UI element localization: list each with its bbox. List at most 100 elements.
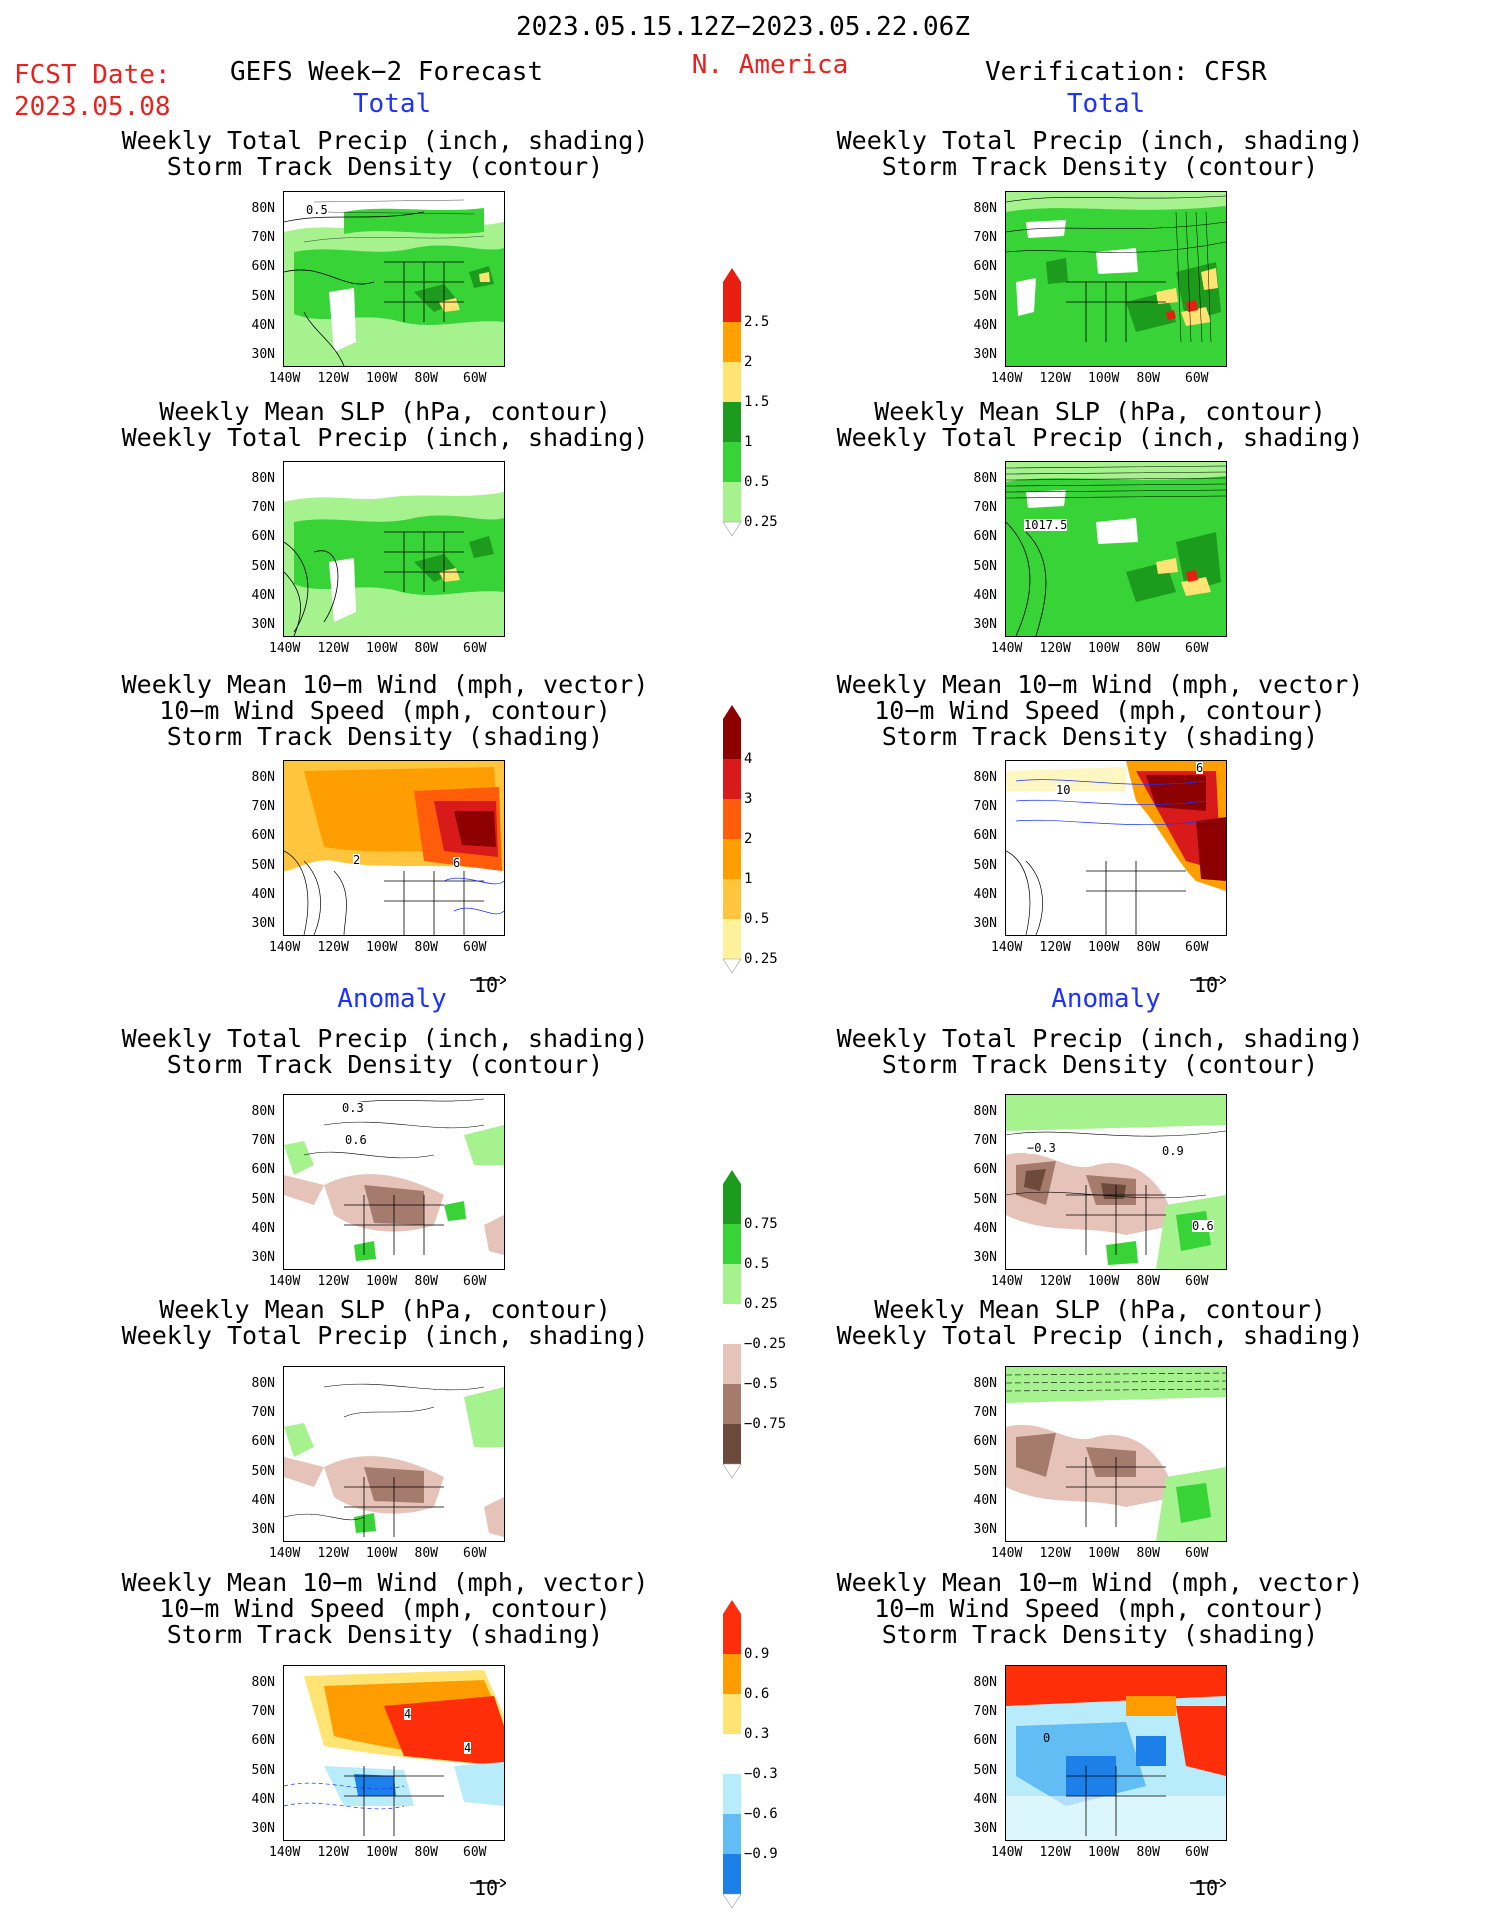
lon-tick-label: 140W	[991, 371, 1023, 386]
lat-tick-label: 70N	[251, 799, 275, 815]
colorbar-swatches	[722, 1170, 742, 1479]
colorbar-label: 2	[744, 354, 753, 370]
contour-label: 6	[1196, 761, 1204, 775]
lon-tick-label: 140W	[991, 940, 1023, 955]
contour-label: 4	[464, 1741, 472, 1755]
lon-tick-label: 60W	[1185, 371, 1209, 386]
colorbar-swatch	[723, 1384, 741, 1424]
lat-tick-label: 60N	[251, 1162, 275, 1178]
lat-tick-label: 60N	[251, 259, 275, 275]
colorbar-swatch	[723, 362, 741, 402]
lon-tick-label: 140W	[991, 1546, 1023, 1561]
lat-tick-label: 60N	[973, 1733, 997, 1749]
colorbar-label: −0.25	[744, 1336, 787, 1352]
lat-tick-label: 50N	[251, 1463, 275, 1479]
colorbar-swatch	[723, 919, 741, 959]
lon-tick-label: 140W	[269, 940, 301, 955]
lat-tick-label: 80N	[251, 1376, 275, 1391]
lat-tick-label: 60N	[973, 1162, 997, 1178]
lat-tick-label: 80N	[973, 201, 997, 216]
lat-tick-label: 30N	[251, 347, 275, 362]
colorbar-label: 1.5	[744, 394, 770, 410]
colorbar-swatch	[723, 1694, 741, 1734]
period-title: 2023.05.15.12Z−2023.05.22.06Z	[516, 12, 970, 42]
lat-tick-label: 40N	[973, 886, 997, 902]
colorbar-label: 0.5	[744, 911, 770, 927]
forecast-total-heading: Total	[352, 89, 432, 119]
lon-tick-label: 120W	[317, 940, 349, 955]
lat-tick-label: 40N	[973, 1791, 997, 1807]
colorbar-label: 0.9	[744, 1646, 770, 1662]
colorbar-label: 0.25	[744, 514, 778, 530]
lon-tick-label: 100W	[366, 940, 398, 955]
lon-tick-label: 120W	[1039, 1274, 1071, 1289]
verification-anomaly-wind-map	[1005, 1665, 1227, 1841]
reference-arrow-icon	[466, 965, 508, 985]
lat-tick-label: 30N	[251, 1522, 275, 1537]
lon-tick-label: 60W	[1185, 1274, 1209, 1289]
lat-tick-label: 30N	[251, 1821, 275, 1836]
lon-tick-label: 80W	[1136, 940, 1160, 955]
vector-reference: 10	[466, 965, 508, 997]
lon-tick-label: 80W	[414, 641, 438, 656]
contour-label: 10	[1056, 783, 1071, 797]
lon-tick-label: 60W	[463, 371, 487, 386]
contour-label: 2	[353, 853, 361, 867]
anomaly-storm-colorbar: 0.9 0.6 0.3 −0.3 −0.6 −0.9	[722, 1600, 782, 1909]
vector-reference: 10	[1186, 1868, 1228, 1900]
lat-tick-label: 30N	[973, 1522, 997, 1537]
lat-tick-label: 80N	[251, 770, 275, 785]
lat-tick-label: 30N	[973, 916, 997, 931]
verification-anomaly-slp-title: Weekly Mean SLP (hPa, contour) Weekly To…	[836, 1295, 1364, 1350]
lon-tick-label: 100W	[366, 1274, 398, 1289]
lon-tick-label: 120W	[317, 641, 349, 656]
colorbar-swatch	[723, 1264, 741, 1304]
colorbar-label: 0.6	[744, 1686, 770, 1702]
forecast-total-precip-title: Weekly Total Precip (inch, shading) Stor…	[121, 126, 649, 181]
lat-tick-label: 40N	[251, 1220, 275, 1236]
lat-tick-label: 60N	[973, 259, 997, 275]
forecast-anomaly-slp-title: Weekly Mean SLP (hPa, contour) Weekly To…	[121, 1295, 649, 1350]
lat-tick-label: 50N	[973, 1191, 997, 1207]
colorbar-swatch	[723, 1184, 741, 1224]
lat-tick-label: 80N	[973, 471, 997, 486]
verification-column-title: Verification: CFSR	[985, 57, 1267, 87]
lon-tick-label: 100W	[366, 641, 398, 656]
lon-tick-label: 140W	[269, 641, 301, 656]
contour-label: 6	[453, 856, 461, 870]
lon-tick-label: 140W	[269, 1274, 301, 1289]
colorbar-label: −0.9	[744, 1846, 778, 1862]
colorbar-label: 2.5	[744, 314, 770, 330]
lat-tick-label: 70N	[251, 1405, 275, 1421]
lon-tick-label: 80W	[414, 1845, 438, 1860]
contour-label: 0.6	[1192, 1219, 1214, 1233]
lat-tick-label: 60N	[251, 529, 275, 545]
colorbar-label: 0.3	[744, 1726, 770, 1742]
colorbar-swatch	[723, 719, 741, 759]
lat-tick-label: 60N	[973, 529, 997, 545]
colorbar-extend-top	[723, 705, 741, 719]
contour-label: −0.3	[1027, 1141, 1056, 1155]
contour-label: 1017.5	[1024, 518, 1068, 532]
lon-tick-label: 100W	[1088, 940, 1120, 955]
lat-tick-label: 40N	[973, 587, 997, 603]
lat-tick-label: 30N	[251, 1250, 275, 1265]
lon-tick-label: 120W	[1039, 641, 1071, 656]
lon-tick-label: 80W	[414, 1546, 438, 1561]
lat-tick-label: 40N	[251, 886, 275, 902]
colorbar-swatch	[723, 402, 741, 442]
verification-total-wind-map	[1005, 760, 1227, 936]
lat-tick-label: 30N	[251, 916, 275, 931]
lon-tick-label: 100W	[1088, 1845, 1120, 1860]
reference-arrow-icon	[1186, 965, 1228, 985]
lon-tick-label: 120W	[317, 1274, 349, 1289]
forecast-total-wind-map	[283, 760, 505, 936]
lat-tick-label: 40N	[251, 1791, 275, 1807]
lon-tick-label: 80W	[1136, 1546, 1160, 1561]
lon-tick-label: 100W	[366, 371, 398, 386]
colorbar-label: 0.25	[744, 951, 778, 967]
lat-tick-label: 40N	[973, 317, 997, 333]
colorbar-swatches	[722, 268, 742, 537]
colorbar-swatch	[723, 1304, 741, 1344]
colorbar-swatch	[723, 1814, 741, 1854]
